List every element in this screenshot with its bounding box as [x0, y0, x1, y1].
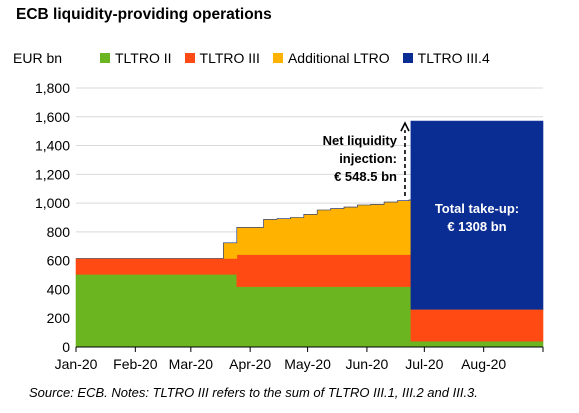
y-tick-label: 1,200 [35, 166, 70, 182]
x-tick-label: Aug-20 [461, 356, 506, 372]
legend-label-tltro-iii: TLTRO III [199, 50, 260, 66]
legend-item-tltro-iii-4: TLTRO III.4 [402, 50, 490, 66]
net-liquidity-annotation: Net liquidity [323, 133, 398, 148]
total-takeup-annotation: Total take-up: [435, 201, 519, 216]
y-axis-unit-label: EUR bn [13, 50, 63, 66]
y-tick-label: 1,400 [35, 138, 70, 154]
y-tick-label: 1,600 [35, 109, 70, 125]
area-tltro-iii-4 [76, 120, 544, 310]
net-liquidity-annotation: € 548.5 bn [334, 169, 397, 184]
source-note: Source: ECB. Notes: TLTRO III refers to … [29, 385, 478, 400]
chart-title: ECB liquidity-providing operations [16, 6, 272, 23]
legend-item-tltro-ii: TLTRO II [100, 50, 172, 66]
x-tick-label: Jan-20 [55, 356, 98, 372]
y-tick-label: 0 [62, 339, 70, 355]
y-tick-label: 1,000 [35, 195, 70, 211]
legend-label-tltro-ii: TLTRO II [115, 50, 172, 66]
chart-legend: TLTRO II TLTRO III Additional LTRO TLTRO… [100, 50, 503, 66]
legend-swatch-tltro-ii [100, 53, 110, 63]
y-tick-label: 800 [47, 224, 71, 240]
net-liquidity-arrow-head [400, 121, 410, 132]
y-tick-label: 400 [47, 281, 71, 297]
legend-swatch-tltro-iii [184, 53, 195, 63]
legend-label-additional-ltro: Additional LTRO [287, 50, 390, 66]
x-tick-label: May-20 [284, 356, 331, 372]
x-tick-label: Jul-20 [405, 356, 443, 372]
y-tick-label: 200 [47, 310, 71, 326]
total-takeup-annotation: € 1308 bn [447, 219, 506, 234]
x-tick-label: Apr-20 [229, 356, 271, 372]
legend-label-tltro-iii-4: TLTRO III.4 [417, 50, 490, 66]
y-tick-label: 600 [47, 253, 71, 269]
x-tick-label: Jun-20 [346, 356, 389, 372]
y-tick-label: 1,800 [35, 80, 70, 96]
legend-item-additional-ltro: Additional LTRO [272, 50, 390, 66]
x-tick-label: Mar-20 [169, 356, 214, 372]
legend-swatch-additional-ltro [272, 53, 283, 63]
net-liquidity-annotation: injection: [339, 151, 397, 166]
legend-swatch-tltro-iii-4 [402, 53, 413, 63]
x-tick-label: Feb-20 [113, 356, 158, 372]
legend-item-tltro-iii: TLTRO III [184, 50, 260, 66]
